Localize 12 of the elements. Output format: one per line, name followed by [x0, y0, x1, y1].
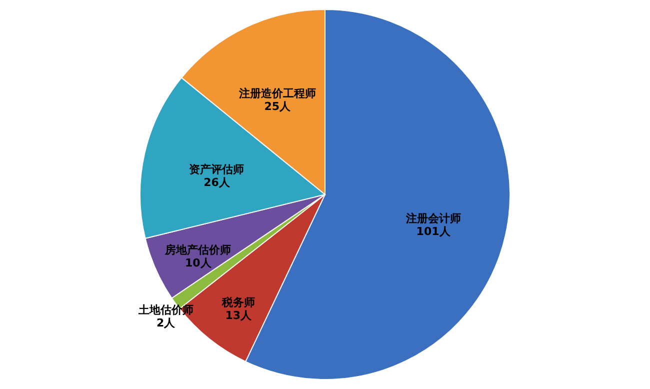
data-label: 25人: [264, 100, 292, 114]
data-label: 13人: [225, 308, 253, 322]
data-label: 10人: [184, 256, 212, 270]
slice-label: 土地估价师: [137, 304, 194, 317]
slice-label: 注册造价工程师: [238, 87, 316, 100]
slice-label: 税务师: [220, 296, 255, 309]
slice-label: 房地产估价师: [164, 244, 232, 257]
slice-label: 注册会计师: [404, 212, 461, 225]
data-label: 26人: [204, 176, 231, 190]
data-label: 2人: [156, 316, 176, 330]
data-label: 101人: [416, 224, 452, 238]
slice-label: 资产评估师: [189, 163, 244, 176]
